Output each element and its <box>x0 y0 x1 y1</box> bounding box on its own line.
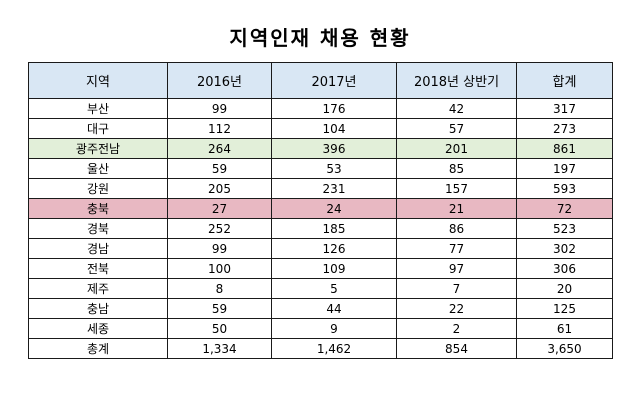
cell-2016: 99 <box>167 238 272 259</box>
cell-region: 강원 <box>28 178 168 199</box>
recruitment-table: 지역 2016년 2017년 2018년 상반기 합계 부산 99 176 42… <box>28 62 613 359</box>
cell-region: 총계 <box>28 338 168 359</box>
table-row: 경남 99 126 77 302 <box>28 238 613 259</box>
cell-total: 273 <box>516 118 613 139</box>
cell-2017: 109 <box>271 258 397 279</box>
table-row: 울산 59 53 85 197 <box>28 158 613 179</box>
table-row: 대구 112 104 57 273 <box>28 118 613 139</box>
cell-2018-h1: 22 <box>396 298 517 319</box>
cell-2018-h1: 21 <box>396 198 517 219</box>
cell-total: 20 <box>516 278 613 299</box>
cell-2016: 264 <box>167 138 272 159</box>
cell-2018-h1: 85 <box>396 158 517 179</box>
cell-2018-h1: 86 <box>396 218 517 239</box>
cell-2017: 53 <box>271 158 397 179</box>
header-2016: 2016년 <box>167 62 272 99</box>
cell-2016: 100 <box>167 258 272 279</box>
header-2018-h1: 2018년 상반기 <box>396 62 517 99</box>
cell-2018-h1: 57 <box>396 118 517 139</box>
cell-region: 경북 <box>28 218 168 239</box>
cell-region: 충북 <box>28 198 168 219</box>
cell-2017: 5 <box>271 278 397 299</box>
cell-2016: 50 <box>167 318 272 339</box>
table-row: 전북 100 109 97 306 <box>28 258 613 279</box>
cell-2017: 1,462 <box>271 338 397 359</box>
cell-region: 경남 <box>28 238 168 259</box>
cell-2017: 126 <box>271 238 397 259</box>
cell-2018-h1: 97 <box>396 258 517 279</box>
cell-2017: 185 <box>271 218 397 239</box>
table-row: 충남 59 44 22 125 <box>28 298 613 319</box>
header-region: 지역 <box>28 62 168 99</box>
cell-2017: 396 <box>271 138 397 159</box>
cell-total: 306 <box>516 258 613 279</box>
cell-total: 317 <box>516 98 613 119</box>
cell-region: 대구 <box>28 118 168 139</box>
table-row-highlighted-green: 광주전남 264 396 201 861 <box>28 138 613 159</box>
table-header-row: 지역 2016년 2017년 2018년 상반기 합계 <box>28 62 613 99</box>
table-total-row: 총계 1,334 1,462 854 3,650 <box>28 338 613 359</box>
cell-2017: 176 <box>271 98 397 119</box>
cell-2016: 252 <box>167 218 272 239</box>
cell-total: 72 <box>516 198 613 219</box>
cell-2016: 205 <box>167 178 272 199</box>
cell-2016: 59 <box>167 158 272 179</box>
cell-total: 861 <box>516 138 613 159</box>
cell-region: 세종 <box>28 318 168 339</box>
cell-2016: 27 <box>167 198 272 219</box>
cell-region: 광주전남 <box>28 138 168 159</box>
table-row: 경북 252 185 86 523 <box>28 218 613 239</box>
cell-region: 제주 <box>28 278 168 299</box>
cell-total: 302 <box>516 238 613 259</box>
table-row: 강원 205 231 157 593 <box>28 178 613 199</box>
cell-2018-h1: 77 <box>396 238 517 259</box>
cell-2017: 104 <box>271 118 397 139</box>
cell-region: 충남 <box>28 298 168 319</box>
cell-2018-h1: 7 <box>396 278 517 299</box>
cell-2017: 9 <box>271 318 397 339</box>
cell-2016: 59 <box>167 298 272 319</box>
table-row: 제주 8 5 7 20 <box>28 278 613 299</box>
cell-2016: 1,334 <box>167 338 272 359</box>
cell-2018-h1: 2 <box>396 318 517 339</box>
cell-2018-h1: 854 <box>396 338 517 359</box>
cell-2017: 44 <box>271 298 397 319</box>
cell-2016: 99 <box>167 98 272 119</box>
table-row: 부산 99 176 42 317 <box>28 98 613 119</box>
cell-2016: 8 <box>167 278 272 299</box>
cell-2018-h1: 157 <box>396 178 517 199</box>
cell-2018-h1: 201 <box>396 138 517 159</box>
cell-total: 3,650 <box>516 338 613 359</box>
cell-2018-h1: 42 <box>396 98 517 119</box>
cell-total: 523 <box>516 218 613 239</box>
cell-2016: 112 <box>167 118 272 139</box>
cell-2017: 231 <box>271 178 397 199</box>
cell-total: 197 <box>516 158 613 179</box>
cell-2017: 24 <box>271 198 397 219</box>
table-row: 세종 50 9 2 61 <box>28 318 613 339</box>
header-2017: 2017년 <box>271 62 397 99</box>
cell-region: 울산 <box>28 158 168 179</box>
cell-total: 125 <box>516 298 613 319</box>
cell-total: 61 <box>516 318 613 339</box>
cell-region: 전북 <box>28 258 168 279</box>
header-total: 합계 <box>516 62 613 99</box>
cell-region: 부산 <box>28 98 168 119</box>
page-title: 지역인재 채용 현황 <box>229 26 411 50</box>
table-row-highlighted-red: 충북 27 24 21 72 <box>28 198 613 219</box>
cell-total: 593 <box>516 178 613 199</box>
